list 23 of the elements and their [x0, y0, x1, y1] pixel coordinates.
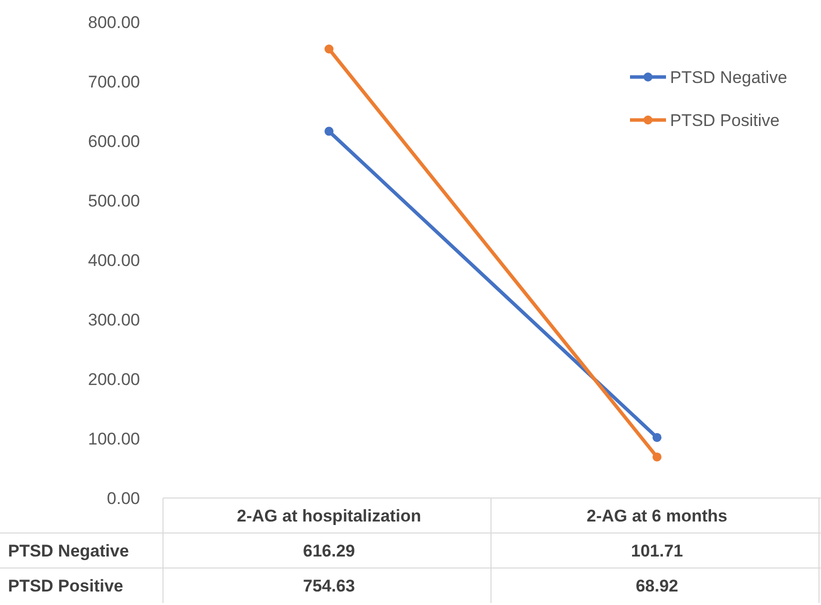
point	[324, 126, 334, 136]
x-tick-label: 2-AG at 6 months	[586, 506, 728, 526]
legend-label: PTSD Positive	[670, 110, 780, 130]
y-tick-label: 500.00	[88, 191, 140, 210]
point	[652, 432, 662, 442]
y-tick-label: 300.00	[88, 310, 140, 330]
y-tick-label: 700.00	[88, 72, 140, 92]
text: PTSD Positive	[8, 576, 124, 596]
y-tick-label: 600.00	[88, 132, 140, 151]
x-tick-label: 2-AG at hospitalization	[236, 506, 422, 526]
data-label: 101.71	[631, 541, 683, 560]
data-label: 754.63	[303, 576, 355, 596]
y-tick-label: 0.00	[106, 488, 140, 508]
y-tick-label: 200.00	[88, 370, 140, 389]
point	[324, 44, 334, 54]
y-tick-label: 400.00	[88, 250, 140, 270]
y-tick-label: 100.00	[88, 429, 140, 448]
point	[652, 452, 662, 462]
y-tick-label: 800.00	[88, 12, 140, 32]
text: PTSD Negative	[8, 541, 129, 560]
data-label: 68.92	[636, 576, 678, 596]
data-label: 616.29	[303, 541, 355, 560]
legend-label: PTSD Negative	[670, 68, 788, 87]
